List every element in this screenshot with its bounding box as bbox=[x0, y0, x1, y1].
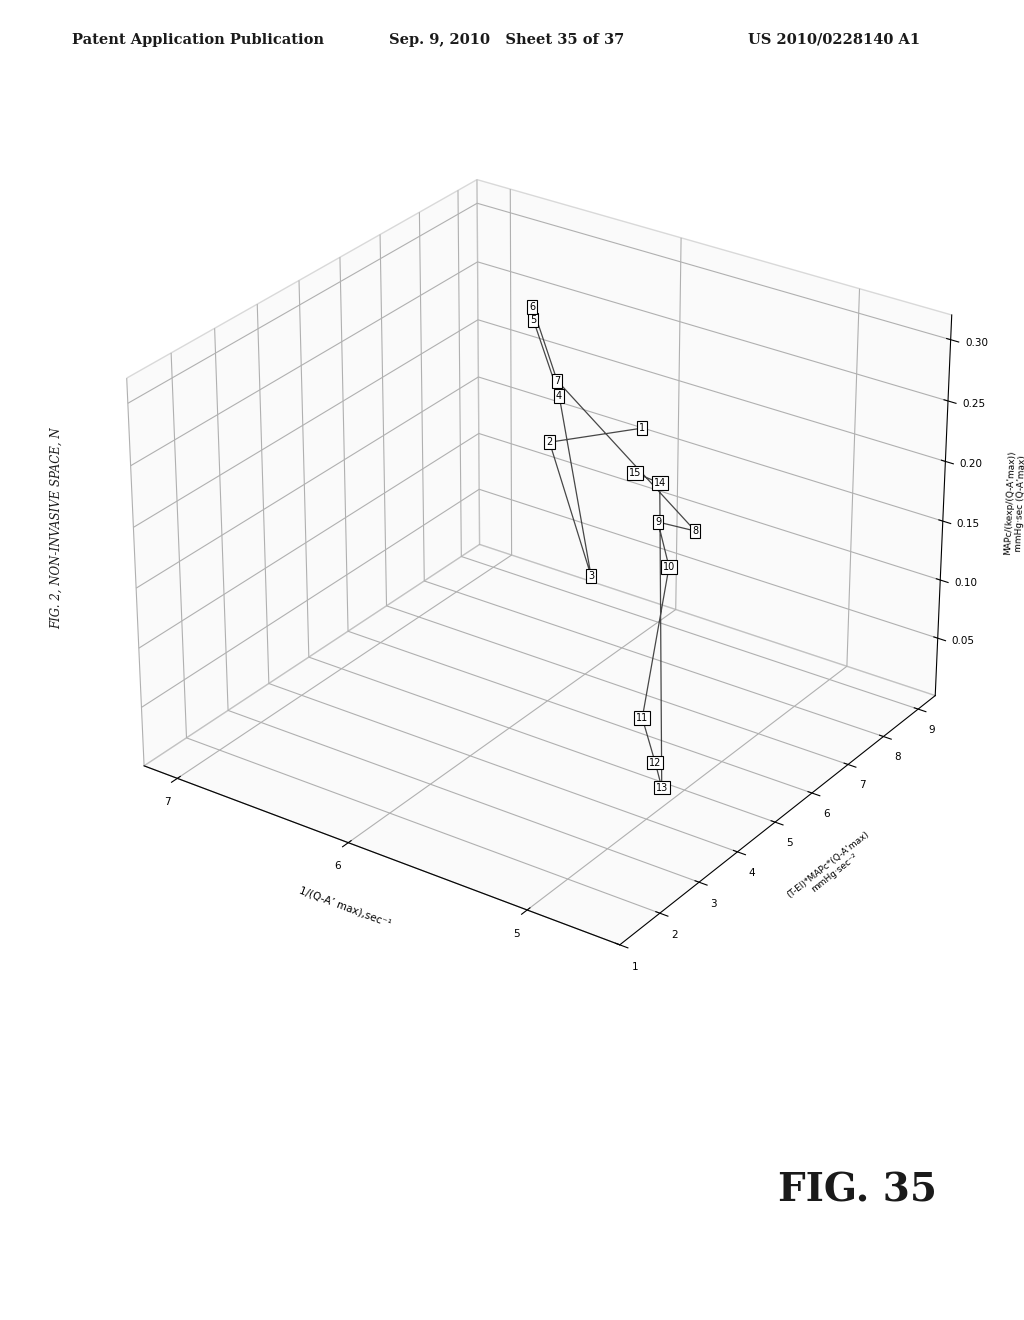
Y-axis label: (T-EI)*MAPc*(Q-A’max)
mmHg·sec⁻²: (T-EI)*MAPc*(Q-A’max) mmHg·sec⁻² bbox=[785, 829, 878, 908]
Text: FIG. 35: FIG. 35 bbox=[778, 1171, 937, 1209]
Text: Patent Application Publication: Patent Application Publication bbox=[72, 33, 324, 46]
Text: FIG. 2, NON-INVASIVE SPACE, N: FIG. 2, NON-INVASIVE SPACE, N bbox=[50, 428, 62, 628]
Text: US 2010/0228140 A1: US 2010/0228140 A1 bbox=[748, 33, 920, 46]
X-axis label: 1/(Q-A’ max),sec⁻¹: 1/(Q-A’ max),sec⁻¹ bbox=[297, 886, 392, 929]
Text: Sep. 9, 2010   Sheet 35 of 37: Sep. 9, 2010 Sheet 35 of 37 bbox=[389, 33, 625, 46]
